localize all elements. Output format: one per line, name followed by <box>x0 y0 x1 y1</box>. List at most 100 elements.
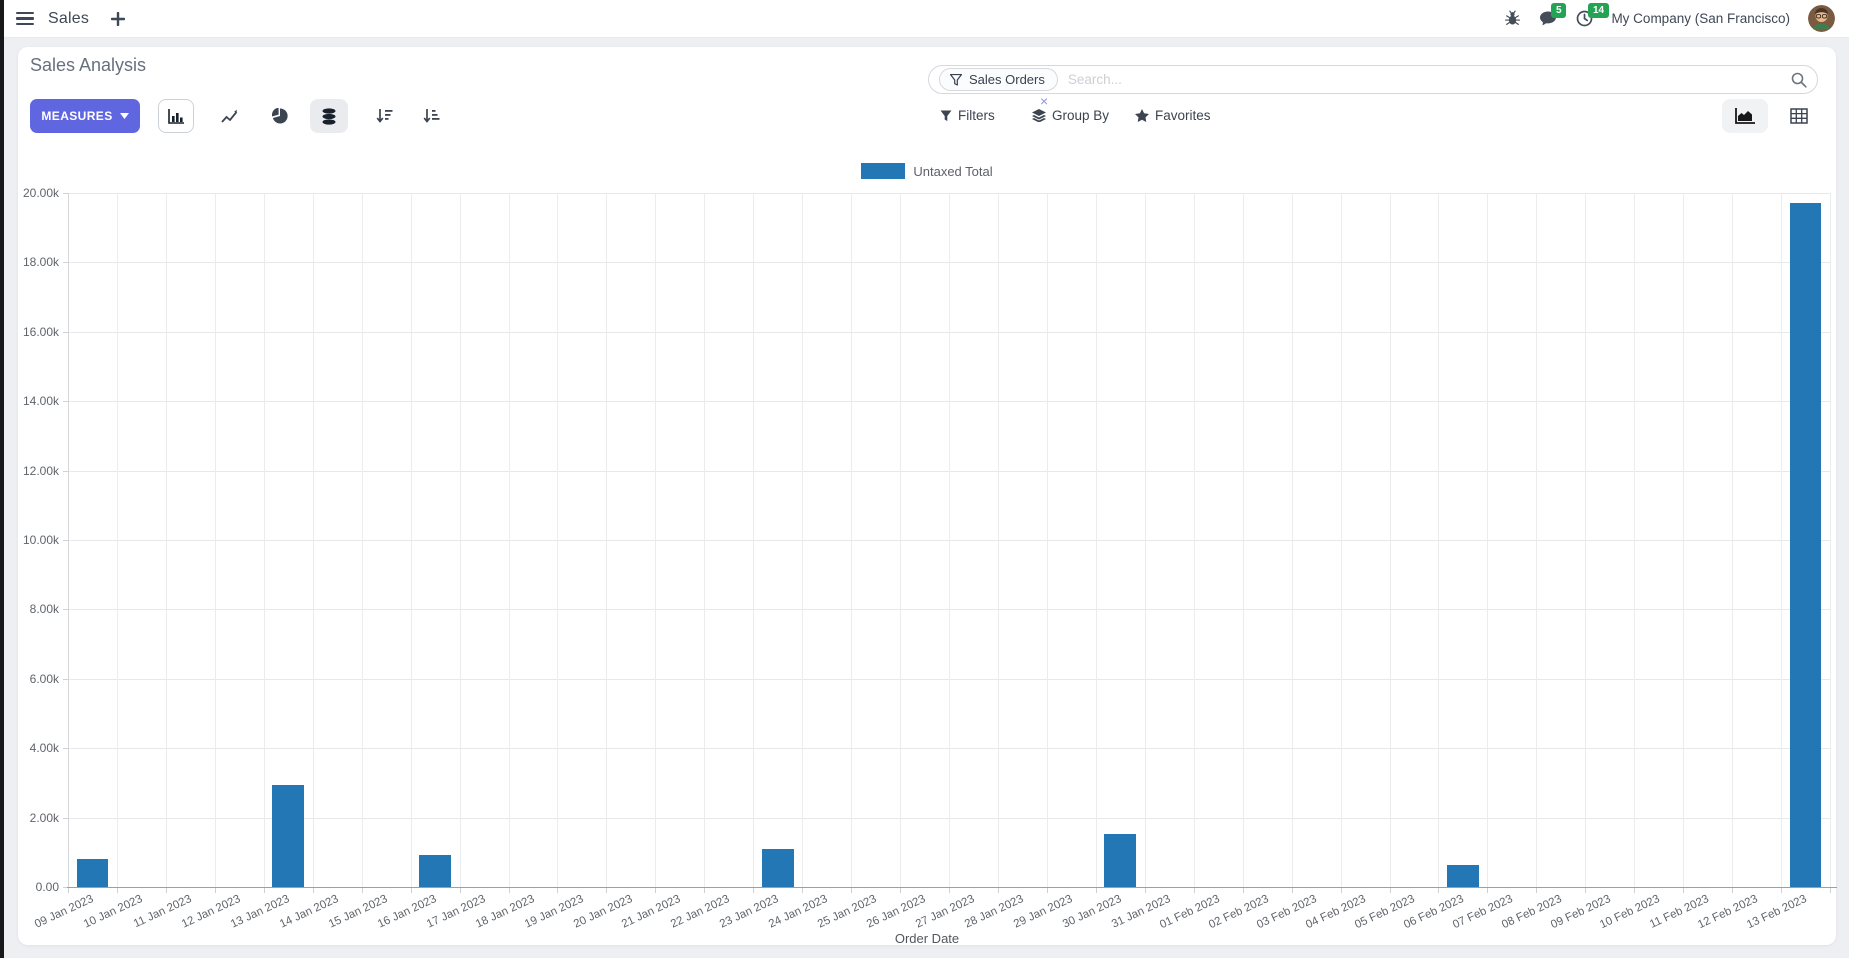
facet-remove-icon[interactable]: × <box>1040 93 1049 109</box>
x-axis-line <box>67 887 1837 888</box>
top-navbar: Sales 5 14 My Company (San Francisco) <box>4 0 1849 38</box>
x-gridline <box>1340 193 1342 887</box>
screen-left-edge <box>0 0 4 958</box>
x-tick <box>1144 887 1146 893</box>
apps-menu-icon[interactable] <box>16 11 34 26</box>
y-axis-tick-label: 14.00k <box>22 394 59 409</box>
x-tick <box>1536 887 1538 893</box>
filters-menu-button[interactable]: Filters <box>940 108 995 123</box>
x-gridline <box>361 193 363 887</box>
x-tick <box>1242 887 1244 893</box>
y-tick <box>63 678 68 680</box>
x-tick <box>1732 887 1734 893</box>
activities-clock-icon[interactable]: 14 <box>1576 3 1609 27</box>
x-tick <box>1830 887 1831 893</box>
sort-ascending-button[interactable] <box>413 99 449 133</box>
y-axis-tick-label: 4.00k <box>29 741 59 756</box>
chart-bar[interactable] <box>1447 864 1479 887</box>
chart-bar[interactable] <box>761 848 794 887</box>
y-tick <box>63 748 68 750</box>
search-facet-sales-orders[interactable]: Sales Orders <box>939 68 1058 91</box>
pivot-view-button[interactable] <box>1776 99 1822 133</box>
x-gridline <box>312 193 314 887</box>
x-tick <box>263 887 265 893</box>
search-bar[interactable]: Sales Orders <box>928 65 1818 94</box>
y-tick <box>63 331 68 333</box>
x-gridline <box>606 193 608 887</box>
y-axis-tick-label: 8.00k <box>29 602 59 617</box>
y-axis-tick-label: 10.00k <box>22 533 59 547</box>
x-gridline <box>1781 193 1783 887</box>
x-tick <box>557 887 559 893</box>
chart-bar[interactable] <box>1104 833 1137 887</box>
x-gridline <box>508 193 510 887</box>
x-tick <box>214 887 216 893</box>
y-axis-line <box>68 193 69 887</box>
legend-label: Untaxed Total <box>913 163 993 179</box>
y-axis-tick-label: 12.00k <box>22 463 59 478</box>
filter-funnel-icon <box>940 110 952 121</box>
x-gridline <box>1683 193 1685 887</box>
messages-icon[interactable]: 5 <box>1539 3 1566 27</box>
y-tick <box>63 262 68 264</box>
activities-count-badge: 14 <box>1588 3 1609 18</box>
graph-view-button[interactable] <box>1722 99 1768 133</box>
company-switcher[interactable]: My Company (San Francisco) <box>1611 11 1790 26</box>
bar-chart-type-button[interactable] <box>158 99 194 133</box>
measures-button[interactable]: MEASURES <box>30 99 140 133</box>
chart-legend: Untaxed Total <box>18 163 1836 179</box>
x-gridline <box>1585 193 1587 887</box>
x-tick <box>949 887 950 893</box>
x-tick <box>68 887 69 893</box>
page-title: Sales Analysis <box>30 55 147 75</box>
x-gridline <box>655 193 657 887</box>
pivot-view-icon <box>1790 108 1808 124</box>
search-input[interactable] <box>1065 71 1791 88</box>
x-tick <box>116 887 118 893</box>
sort-descending-button[interactable] <box>366 99 402 133</box>
chevron-down-icon <box>119 113 129 119</box>
y-tick <box>63 470 68 472</box>
x-tick <box>851 887 853 893</box>
stacked-toggle-button[interactable] <box>310 99 348 133</box>
x-tick <box>1095 887 1097 893</box>
x-gridline <box>753 193 755 887</box>
chart-bar[interactable] <box>272 784 305 887</box>
x-tick <box>1193 887 1195 893</box>
x-tick <box>753 887 755 893</box>
x-tick <box>1781 887 1783 893</box>
x-tick <box>361 887 363 893</box>
y-tick <box>63 540 68 541</box>
x-gridline <box>1732 193 1734 887</box>
x-tick <box>312 887 314 893</box>
legend-swatch <box>861 163 906 179</box>
y-axis-tick-label: 2.00k <box>29 810 59 825</box>
x-tick <box>1340 887 1342 893</box>
x-tick <box>1634 887 1636 893</box>
chart-bar[interactable] <box>1789 203 1822 887</box>
x-gridline <box>900 193 902 887</box>
x-gridline <box>802 193 804 887</box>
line-chart-type-button[interactable] <box>212 99 248 133</box>
layers-icon <box>1032 109 1046 122</box>
chart-bar[interactable] <box>76 859 109 887</box>
legend-item-untaxed-total[interactable]: Untaxed Total <box>861 163 993 179</box>
x-gridline <box>1487 193 1489 887</box>
group-by-menu-button[interactable]: Group By <box>1032 108 1109 123</box>
y-tick <box>63 609 68 611</box>
x-tick <box>410 887 412 893</box>
x-tick <box>1046 887 1048 893</box>
debug-bug-icon[interactable] <box>1504 10 1521 27</box>
app-name[interactable]: Sales <box>48 9 90 27</box>
y-tick <box>63 887 68 888</box>
search-icon[interactable] <box>1791 72 1807 88</box>
user-avatar[interactable] <box>1808 5 1835 32</box>
x-tick <box>606 887 608 893</box>
pie-chart-type-button[interactable] <box>262 99 298 133</box>
x-gridline <box>263 193 265 887</box>
favorites-menu-button[interactable]: Favorites <box>1135 108 1211 123</box>
new-tab-plus-icon[interactable] <box>111 11 126 26</box>
x-gridline <box>165 193 167 887</box>
chart-bar[interactable] <box>419 854 451 887</box>
y-axis-tick-label: 20.00k <box>22 186 59 200</box>
